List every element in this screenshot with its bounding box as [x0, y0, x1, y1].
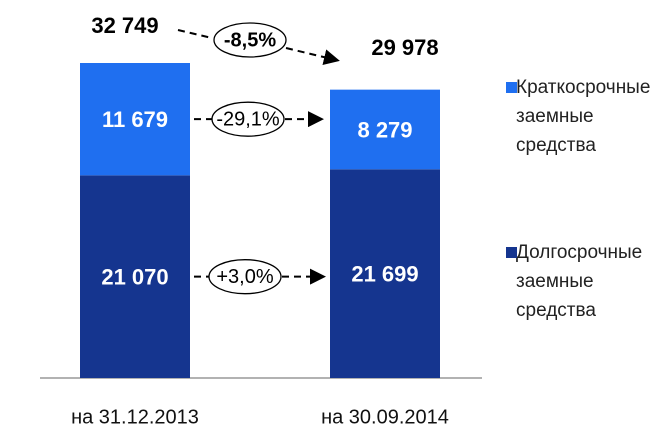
bar-segment	[80, 175, 190, 378]
legend-label: Краткосрочные заемные средства	[516, 77, 651, 156]
annotation-ellipse	[213, 22, 287, 58]
dashed-arrow	[177, 29, 213, 39]
annotation: +3,0%	[216, 266, 273, 288]
annotation: -29,1%	[216, 108, 280, 130]
legend-label: Долгосрочные заемные средства	[516, 242, 643, 321]
total-label: 29 978	[371, 35, 438, 60]
annotation-ellipse	[211, 101, 285, 137]
annotation: -8,5%	[224, 29, 276, 51]
bar-segment	[330, 169, 440, 378]
legend-swatch	[506, 82, 517, 93]
x-tick-label: на 30.09.2014	[321, 406, 449, 428]
legend-entry: Краткосрочные заемные средства	[506, 73, 672, 160]
value-label: 8 279	[357, 117, 412, 142]
value-label: 21 070	[101, 264, 168, 289]
value-label: 21 699	[351, 261, 418, 286]
value-label: 11 679	[102, 107, 168, 132]
total-label: 32 749	[91, 13, 158, 38]
annotation-ellipse	[208, 259, 282, 295]
legend-swatch	[506, 247, 517, 258]
x-tick-label: на 31.12.2013	[71, 406, 199, 428]
legend-entry: Долгосрочные заемные средства	[506, 238, 672, 325]
dashed-arrow	[285, 47, 340, 65]
bar-segment	[80, 63, 190, 176]
bar-segment	[330, 89, 440, 170]
